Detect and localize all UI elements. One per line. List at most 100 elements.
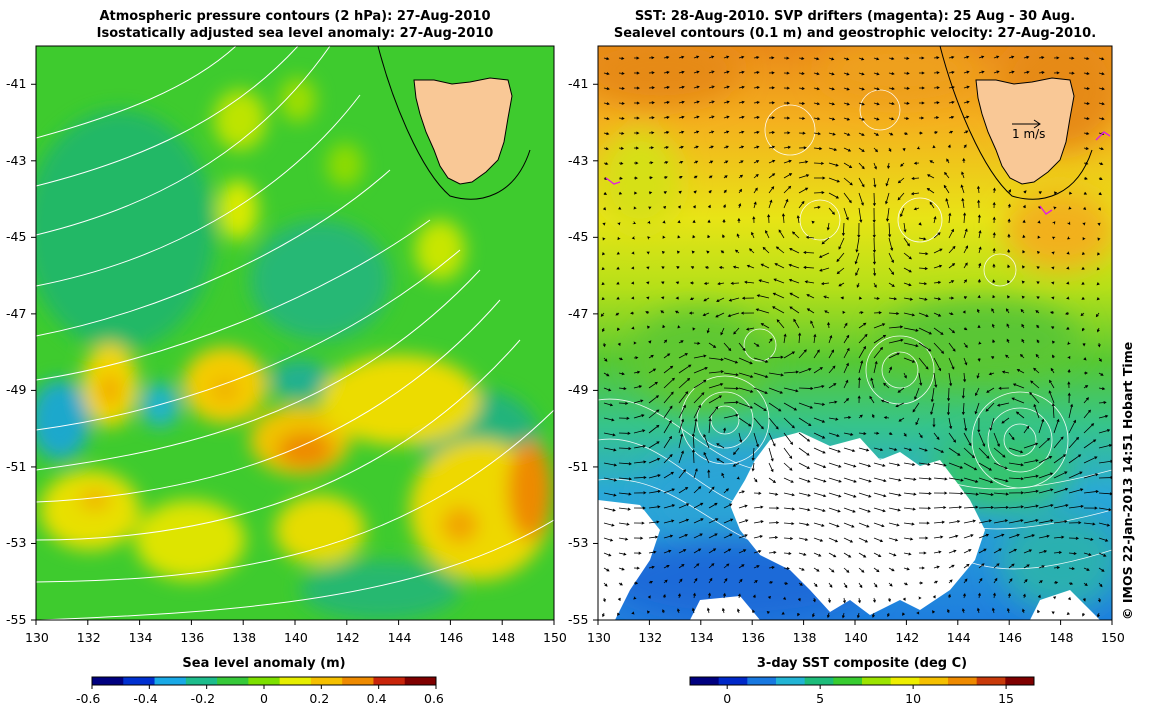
velocity-arrow bbox=[633, 429, 646, 434]
lon-tick-label: 140 bbox=[844, 630, 868, 645]
velocity-arrow bbox=[888, 312, 900, 316]
velocity-arrow bbox=[1081, 327, 1085, 332]
velocity-arrow bbox=[918, 71, 925, 75]
velocity-arrow bbox=[1023, 70, 1030, 74]
velocity-arrow bbox=[783, 432, 794, 445]
velocity-arrow bbox=[828, 582, 833, 588]
velocity-arrow bbox=[858, 477, 872, 483]
velocity-arrow bbox=[963, 462, 978, 471]
velocity-arrow bbox=[918, 131, 923, 135]
velocity-arrow bbox=[723, 70, 730, 74]
velocity-arrow bbox=[753, 342, 760, 347]
velocity-arrow bbox=[913, 207, 920, 211]
velocity-arrow bbox=[708, 577, 713, 584]
lon-tick-label: 150 bbox=[543, 630, 567, 645]
velocity-arrow bbox=[1049, 379, 1055, 389]
velocity-arrow bbox=[918, 56, 925, 60]
velocity-arrow bbox=[601, 327, 605, 333]
velocity-arrow bbox=[678, 340, 684, 344]
velocity-arrow bbox=[663, 549, 672, 554]
velocity-arrow bbox=[828, 207, 835, 215]
velocity-arrow bbox=[1068, 191, 1073, 195]
velocity-arrow bbox=[1068, 536, 1080, 540]
velocity-arrow bbox=[691, 607, 695, 614]
velocity-arrow bbox=[660, 310, 665, 314]
velocity-arrow bbox=[1023, 425, 1030, 434]
velocity-arrow bbox=[678, 533, 689, 539]
velocity-arrow bbox=[977, 592, 981, 599]
velocity-arrow bbox=[1098, 177, 1103, 180]
velocity-arrow bbox=[603, 417, 615, 422]
velocity-arrow bbox=[888, 252, 894, 264]
velocity-arrow bbox=[633, 86, 640, 90]
lon-tick-label: 138 bbox=[792, 630, 817, 645]
velocity-arrow bbox=[993, 492, 1009, 496]
velocity-arrow bbox=[813, 191, 825, 195]
velocity-arrow bbox=[723, 578, 728, 584]
velocity-arrow bbox=[663, 70, 670, 74]
velocity-arrow bbox=[601, 297, 605, 301]
velocity-arrow bbox=[873, 462, 886, 467]
velocity-arrow bbox=[753, 387, 768, 394]
velocity-arrow bbox=[993, 533, 1005, 539]
velocity-arrow bbox=[918, 521, 930, 525]
velocity-arrow bbox=[918, 566, 925, 570]
velocity-arrow bbox=[1081, 296, 1085, 300]
velocity-arrow bbox=[933, 580, 938, 584]
velocity-arrow bbox=[603, 447, 617, 452]
velocity-arrow bbox=[902, 147, 906, 152]
velocity-arrow bbox=[663, 100, 670, 104]
velocity-arrow bbox=[603, 492, 617, 497]
velocity-arrow bbox=[1053, 519, 1068, 524]
velocity-arrow bbox=[903, 552, 912, 556]
velocity-arrow bbox=[1098, 567, 1105, 572]
velocity-arrow bbox=[663, 115, 670, 119]
velocity-arrow bbox=[1098, 372, 1104, 376]
velocity-arrow bbox=[944, 171, 950, 179]
velocity-arrow bbox=[903, 492, 917, 496]
velocity-arrow bbox=[1065, 311, 1070, 315]
velocity-arrow bbox=[1038, 437, 1051, 449]
velocity-arrow bbox=[916, 146, 921, 150]
velocity-arrow bbox=[1066, 296, 1070, 300]
velocity-arrow bbox=[1022, 234, 1026, 239]
velocity-arrow bbox=[674, 310, 680, 314]
sealevel-contours bbox=[598, 89, 1112, 570]
velocity-arrow bbox=[918, 491, 932, 495]
velocity-arrow bbox=[688, 311, 695, 315]
velocity-arrow bbox=[1016, 369, 1025, 374]
velocity-arrow bbox=[1052, 221, 1056, 225]
velocity-arrow bbox=[633, 71, 640, 75]
velocity-arrow bbox=[873, 177, 877, 188]
velocity-arrow bbox=[618, 552, 627, 556]
velocity-arrow bbox=[858, 177, 865, 188]
velocity-arrow bbox=[648, 116, 655, 120]
velocity-arrow bbox=[677, 593, 681, 599]
velocity-arrow bbox=[991, 308, 995, 314]
velocity-arrow bbox=[720, 250, 725, 254]
velocity-arrow bbox=[903, 297, 914, 301]
velocity-arrow bbox=[783, 387, 799, 393]
velocity-arrow bbox=[992, 232, 996, 239]
velocity-arrow bbox=[1098, 552, 1107, 557]
velocity-arrow bbox=[843, 117, 851, 121]
velocity-arrow bbox=[933, 280, 942, 284]
velocity-arrow bbox=[978, 70, 985, 74]
velocity-arrow bbox=[996, 402, 1010, 407]
velocity-arrow bbox=[789, 248, 800, 254]
velocity-arrow bbox=[929, 160, 935, 164]
velocity-arrow bbox=[753, 520, 764, 524]
velocity-arrow bbox=[633, 341, 637, 345]
velocity-arrow bbox=[1021, 265, 1025, 269]
velocity-arrow bbox=[798, 552, 807, 556]
velocity-arrow bbox=[828, 87, 835, 91]
velocity-arrow bbox=[948, 549, 957, 554]
lat-tick-label: -51 bbox=[6, 458, 27, 474]
velocity-arrow bbox=[993, 519, 1009, 524]
velocity-arrow bbox=[603, 132, 610, 136]
velocity-arrow bbox=[783, 566, 790, 570]
velocity-arrow bbox=[828, 447, 841, 453]
velocity-arrow bbox=[963, 357, 968, 366]
velocity-arrow bbox=[603, 582, 608, 587]
velocity-arrow bbox=[708, 175, 713, 179]
